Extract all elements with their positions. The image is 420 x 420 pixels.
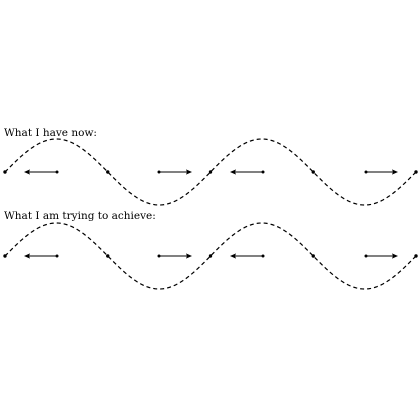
dashed-sine-wave-current <box>4 138 417 206</box>
arrow-left-3 <box>230 169 265 175</box>
arrow-head <box>24 169 30 175</box>
arrow-head <box>186 169 192 175</box>
arrow-left-1 <box>24 253 59 259</box>
arrow-right-4 <box>364 253 398 259</box>
wave-markers-current <box>3 169 418 175</box>
zero-crossing-dot-5 <box>414 170 418 174</box>
panel-current: What I have now: <box>3 127 418 206</box>
zero-crossing-dot-3 <box>208 170 213 174</box>
caption-goal: What I am trying to achieve: <box>4 210 156 222</box>
zero-crossing-dot-3 <box>208 254 213 258</box>
arrow-head <box>24 253 30 259</box>
dashed-sine-wave-goal <box>4 222 417 290</box>
arrow-tail-dot <box>157 170 161 174</box>
arrow-head <box>392 169 398 175</box>
arrow-tail-dot <box>364 254 368 258</box>
zero-crossing-dot-4 <box>311 170 315 174</box>
arrow-left-1 <box>24 169 59 175</box>
zero-crossing-dot-1 <box>3 254 7 258</box>
arrow-head <box>230 253 236 259</box>
arrow-right-4 <box>364 169 398 175</box>
arrow-tail-dot <box>55 254 59 258</box>
arrow-right-2 <box>157 169 192 175</box>
panel-goal: What I am trying to achieve: <box>3 210 418 290</box>
caption-current: What I have now: <box>4 127 97 139</box>
arrow-tail-dot <box>364 170 368 174</box>
zero-crossing-dot-4 <box>311 254 315 258</box>
arrow-tail-dot <box>261 170 265 174</box>
arrow-left-3 <box>230 253 265 259</box>
arrow-head <box>230 169 236 175</box>
arrow-tail-dot <box>157 254 161 258</box>
arrow-tail-dot <box>261 254 265 258</box>
zero-crossing-dot-2 <box>106 170 110 174</box>
zero-crossing-dot-1 <box>3 170 7 174</box>
arrow-tail-dot <box>55 170 59 174</box>
arrow-right-2 <box>157 253 192 259</box>
zero-crossing-dot-5 <box>414 254 418 258</box>
arrow-head <box>392 253 398 259</box>
wave-markers-goal <box>3 253 418 259</box>
zero-crossing-dot-2 <box>106 254 110 258</box>
arrow-head <box>186 253 192 259</box>
